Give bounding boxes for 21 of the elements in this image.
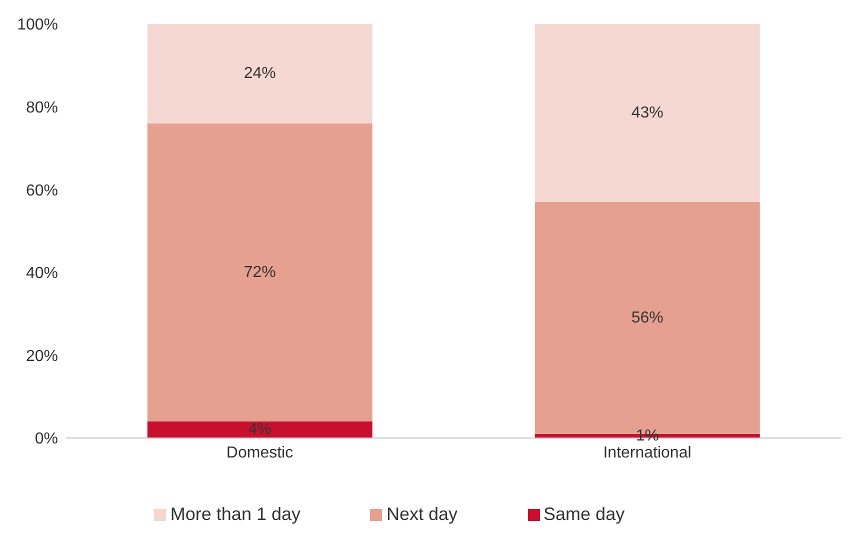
- data-label: 43%: [631, 104, 664, 122]
- bar: [147, 123, 372, 422]
- legend-label: Next day: [386, 504, 458, 524]
- y-tick-label: 60%: [26, 182, 58, 200]
- data-label: 56%: [631, 309, 664, 326]
- data-label: 4%: [248, 421, 272, 438]
- legend-label: More than 1 day: [170, 504, 300, 524]
- bar: [534, 24, 760, 202]
- x-tick-label: International: [603, 444, 692, 462]
- bar: [147, 421, 372, 438]
- data-label: 1%: [636, 427, 659, 444]
- y-tick-label: 100%: [17, 16, 58, 34]
- y-tick-label: 0%: [34, 430, 58, 448]
- x-tick-label: Domestic: [226, 444, 294, 462]
- y-tick-label: 80%: [26, 99, 58, 116]
- legend-label: Same day: [544, 504, 625, 524]
- y-tick-label: 40%: [26, 265, 58, 282]
- y-tick-label: 20%: [26, 348, 58, 365]
- data-label: 24%: [244, 65, 276, 82]
- data-label: 72%: [244, 264, 276, 281]
- bar: [147, 24, 372, 124]
